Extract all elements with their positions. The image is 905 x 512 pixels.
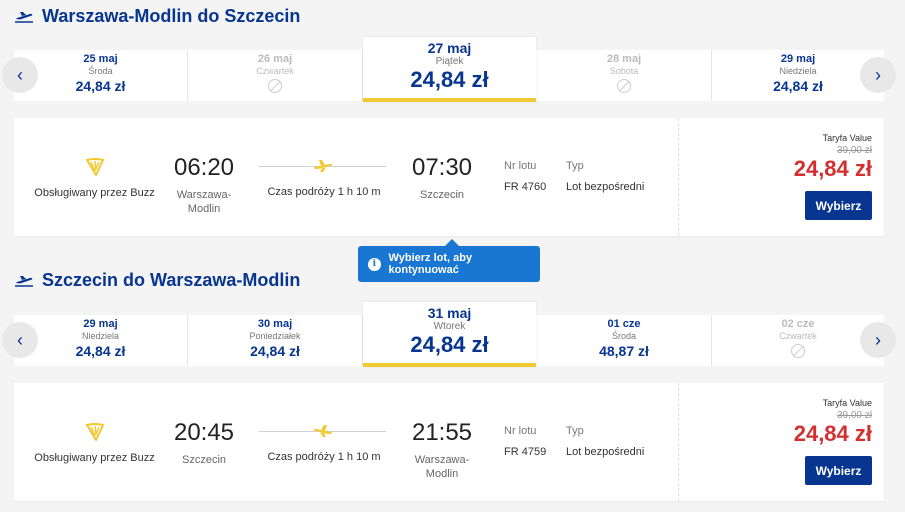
info-icon: i — [368, 257, 381, 271]
no-flight-icon — [617, 79, 631, 93]
outbound-prev-arrow[interactable]: ‹ — [2, 57, 38, 93]
date-label: 30 maj — [257, 318, 293, 330]
date-price: 24,84 zł — [773, 78, 823, 94]
departure-time: 20:45 — [173, 419, 235, 446]
day-label: Środa — [88, 66, 113, 76]
inbound-title: Szczecin do Warszawa-Modlin — [42, 270, 301, 290]
outbound-header: Warszawa-Modlin do Szczecin — [14, 6, 300, 27]
select-button[interactable]: Wybierz — [805, 191, 872, 220]
date-price: 24,84 zł — [410, 67, 489, 92]
continue-tooltip: i Wybierz lot, aby kontynuować — [358, 239, 540, 282]
outbound-title: Warszawa-Modlin do Szczecin — [42, 6, 301, 26]
outbound-date-1: 26 maj Czwartek — [188, 50, 363, 101]
operator-text: Obsługiwany przez Buzz — [34, 187, 155, 199]
inbound-flight-card[interactable]: Obsługiwany przez Buzz 20:45 Szczecin Cz… — [14, 383, 884, 501]
day-label: Czwartek — [779, 331, 817, 341]
day-label: Niedziela — [81, 331, 120, 341]
inbound-date-4: 02 cze Czwartek — [712, 315, 884, 366]
date-price: 24,84 zł — [75, 78, 126, 94]
departure-city: Warszawa-Modlin — [176, 189, 232, 215]
tooltip-text: Wybierz lot, aby kontynuować — [388, 252, 473, 276]
flight-type: Lot bezpośredni — [566, 181, 645, 193]
date-label: 01 cze — [607, 318, 641, 330]
departure-time: 06:20 — [173, 154, 235, 181]
inbound-date-selected[interactable]: 31 maj Wtorek 24,84 zł — [363, 302, 536, 367]
fare-label: Taryfa Value — [822, 133, 872, 143]
fare-old-price: 39,00 zł — [836, 145, 872, 156]
outbound-flight-card[interactable]: Obsługiwany przez Buzz 06:20 Warszawa-Mo… — [14, 118, 884, 236]
date-label: 31 maj — [427, 305, 472, 321]
plane-icon — [313, 425, 332, 437]
departure-plane-icon — [15, 11, 33, 23]
operator-block: Obsługiwany przez Buzz — [32, 158, 157, 199]
date-price: 24,84 zł — [250, 343, 300, 359]
arrival-city: Szczecin — [419, 189, 465, 201]
outbound-date-3: 28 maj Sobota — [537, 50, 712, 101]
date-label: 28 maj — [606, 53, 642, 65]
day-label: Środa — [611, 331, 637, 341]
flight-type-label: Typ — [566, 160, 584, 172]
date-label: 27 maj — [427, 40, 472, 56]
fare-price: 24,84 zł — [793, 156, 872, 181]
departure-city: Szczecin — [181, 454, 227, 466]
day-label: Piątek — [435, 56, 464, 67]
inbound-date-0[interactable]: 29 maj Niedziela 24,84 zł — [14, 315, 188, 366]
select-button[interactable]: Wybierz — [805, 456, 872, 485]
operator-block: Obsługiwany przez Buzz — [32, 423, 157, 464]
inbound-date-3[interactable]: 01 cze Środa 48,87 zł — [537, 315, 712, 366]
date-price: 48,87 zł — [599, 343, 649, 359]
departure-plane-icon — [15, 275, 33, 287]
day-label: Czwartek — [256, 66, 294, 76]
date-price: 24,84 zł — [410, 332, 489, 357]
day-label: Poniedziałek — [249, 331, 301, 341]
day-label: Sobota — [609, 66, 639, 76]
fare-price: 24,84 zł — [793, 421, 872, 446]
inbound-prev-arrow[interactable]: ‹ — [2, 322, 38, 358]
arrival-time: 21:55 — [411, 419, 473, 446]
date-label: 29 maj — [780, 53, 816, 65]
operator-text: Obsługiwany przez Buzz — [34, 452, 155, 464]
flight-type-label: Typ — [566, 425, 584, 437]
date-label: 26 maj — [257, 53, 293, 65]
no-flight-icon — [268, 79, 282, 93]
inbound-date-1[interactable]: 30 maj Poniedziałek 24,84 zł — [188, 315, 363, 366]
fare-label: Taryfa Value — [822, 398, 872, 408]
inbound-next-arrow[interactable]: › — [860, 322, 896, 358]
outbound-date-4[interactable]: 29 maj Niedziela 24,84 zł — [712, 50, 884, 101]
card-divider — [678, 383, 679, 501]
date-label: 02 cze — [781, 318, 815, 330]
inbound-header: Szczecin do Warszawa-Modlin — [14, 270, 300, 291]
card-divider — [678, 118, 679, 236]
no-flight-icon — [791, 344, 805, 358]
flight-number-label: Nr lotu — [504, 160, 537, 172]
flight-number-label: Nr lotu — [504, 425, 537, 437]
outbound-date-selected[interactable]: 27 maj Piątek 24,84 zł — [363, 37, 536, 102]
flight-duration: Czas podróży 1 h 10 m — [267, 451, 381, 463]
outbound-date-0[interactable]: 25 maj Środa 24,84 zł — [14, 50, 188, 101]
flight-duration: Czas podróży 1 h 10 m — [267, 186, 381, 198]
arrival-city: Warszawa-Modlin — [414, 454, 470, 480]
outbound-next-arrow[interactable]: › — [860, 57, 896, 93]
harp-logo-icon — [84, 423, 104, 443]
plane-icon — [314, 160, 333, 172]
date-price: 24,84 zł — [75, 343, 126, 359]
harp-logo-icon — [84, 158, 104, 178]
day-label: Wtorek — [433, 321, 466, 332]
flight-number: FR 4760 — [504, 181, 547, 193]
flight-number: FR 4759 — [504, 446, 547, 458]
day-label: Niedziela — [779, 66, 817, 76]
fare-old-price: 39,00 zł — [836, 410, 872, 421]
flight-type: Lot bezpośredni — [566, 446, 645, 458]
date-label: 25 maj — [83, 53, 118, 65]
arrival-time: 07:30 — [411, 154, 473, 181]
date-label: 29 maj — [83, 318, 118, 330]
